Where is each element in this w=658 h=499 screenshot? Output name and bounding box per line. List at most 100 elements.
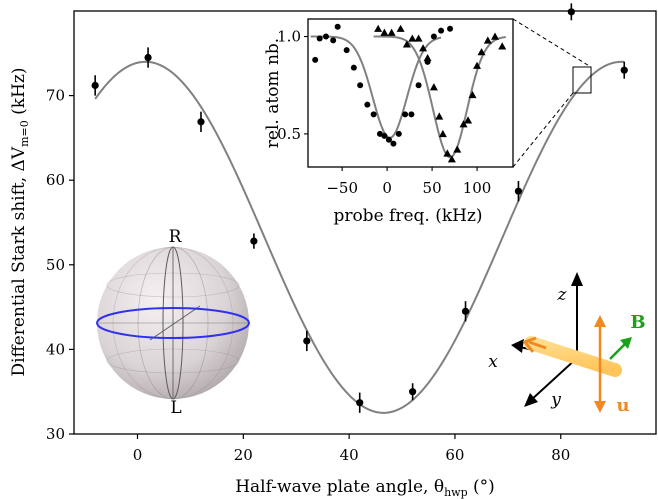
inset-triangle-point: [374, 24, 383, 32]
inset-triangle-point: [459, 120, 468, 128]
sphere-label-bottom: L: [170, 398, 181, 418]
x-tick-label: 0: [133, 446, 143, 464]
axis-y-label: y: [550, 390, 561, 410]
main-data-point: [409, 383, 417, 401]
inset-triangle-point: [453, 145, 462, 153]
y-tick-label: 30: [46, 425, 65, 443]
inset-y-tick-label: 1.0: [277, 28, 301, 46]
inset-triangle-point: [473, 61, 482, 69]
main-data-points: [91, 3, 628, 413]
x-tick-label: 20: [234, 446, 253, 464]
main-data-point: [250, 233, 258, 249]
inset-circle-point: [343, 47, 350, 54]
inset-circle-point: [395, 130, 402, 137]
point-marker: [303, 337, 311, 345]
bloch-equator-ring: [96, 307, 250, 339]
inset-circle-point: [402, 111, 409, 118]
point-marker: [620, 66, 628, 74]
main-y-axis-label: Differential Stark shift, ΔVm=0 (kHz): [9, 67, 31, 376]
point-marker: [514, 187, 523, 195]
main-data-point: [567, 3, 575, 21]
main-data-point: [303, 330, 311, 352]
zoom-connector-top: [512, 18, 592, 68]
sphere-label-top: R: [169, 227, 183, 247]
inset-circle-point: [376, 130, 383, 137]
point-marker: [356, 399, 364, 407]
main-data-point: [620, 61, 628, 79]
inset-circle-point: [430, 33, 437, 40]
zoom-connector-bottom: [512, 92, 574, 168]
main-data-point: [356, 392, 364, 413]
inset-circle-point: [447, 25, 454, 32]
inset-circle-point: [357, 82, 364, 89]
inset-x-tick-label: 0: [382, 179, 392, 197]
inset-triangle-point: [464, 116, 473, 124]
inset-y-ticks: 0.5 1.0: [277, 28, 308, 143]
axis-z-label: z: [557, 285, 568, 305]
bloch-sphere: [96, 246, 250, 400]
main-data-point: [144, 47, 152, 68]
inset-circle-point: [408, 111, 415, 118]
inset-frame: [307, 18, 514, 168]
inset-triangle-point: [477, 48, 486, 56]
inset-x-tick-label: 100: [463, 179, 492, 197]
inset-y-axis-label: rel. atom nb.: [263, 38, 283, 148]
inset-triangle-point: [438, 129, 447, 138]
inset-triangle-point: [423, 53, 432, 62]
point-marker: [144, 53, 152, 62]
inset-circle-point: [312, 56, 319, 63]
point-marker: [409, 388, 417, 396]
inset-triangle-point: [468, 90, 477, 99]
inset-circle-point: [438, 27, 445, 34]
x-tick-label: 80: [551, 446, 570, 464]
main-data-point: [461, 301, 470, 322]
inset-circle-point: [334, 23, 341, 30]
inset-x-axis-label: probe freq. (kHz): [333, 206, 482, 226]
inset-circle-point: [390, 140, 397, 147]
inset-triangle-point: [396, 24, 405, 32]
inset-circle-point: [350, 64, 357, 71]
inset-circle-point: [322, 33, 329, 40]
inset-triangle-point: [408, 34, 417, 42]
vector-B-label: B: [630, 312, 645, 333]
inset-triangle-point: [483, 36, 492, 44]
inset-circle-point: [385, 136, 392, 143]
point-marker: [461, 307, 470, 315]
inset-triangle-point: [447, 155, 456, 163]
inset-triangle-point: [429, 83, 438, 91]
y-tick-label: 50: [46, 256, 65, 274]
inset-data-points: [312, 23, 507, 163]
main-data-point: [197, 111, 205, 132]
vector-u-label: u: [616, 395, 629, 416]
inset-x-ticks: −50 0 50 100: [326, 167, 491, 197]
inset-triangle-point: [498, 42, 507, 50]
inset-triangle-point: [419, 44, 428, 52]
axis-x-label: x: [488, 352, 498, 372]
main-x-ticks: 0 20 40 60 80: [133, 434, 570, 464]
coordinate-diagram: [511, 272, 632, 413]
inset-triangle-point: [380, 28, 389, 36]
inset-x-tick-label: 50: [423, 179, 442, 197]
vector-B-arrow: [609, 342, 627, 360]
inset-triangle-point: [435, 112, 444, 120]
main-data-point: [91, 75, 99, 96]
y-tick-label: 40: [46, 340, 65, 358]
point-marker: [197, 118, 205, 126]
point-marker: [567, 8, 575, 16]
inset-circle-point: [381, 132, 388, 139]
inset-triangle-point: [491, 32, 500, 40]
main-plot-frame: [73, 10, 657, 435]
inset-triangle-point: [387, 28, 396, 36]
inset-triangle-point: [414, 34, 423, 42]
main-data-point: [514, 181, 523, 202]
inset-y-tick-label: 0.5: [277, 125, 301, 143]
inset-triangle-point: [443, 149, 452, 157]
inset-circle-point: [364, 101, 371, 108]
inset-circle-point: [415, 82, 422, 89]
inset-x-tick-label: −50: [326, 179, 358, 197]
point-marker: [250, 237, 258, 245]
x-tick-label: 40: [340, 446, 359, 464]
inset-triangle-point: [402, 40, 411, 48]
x-tick-label: 60: [445, 446, 464, 464]
